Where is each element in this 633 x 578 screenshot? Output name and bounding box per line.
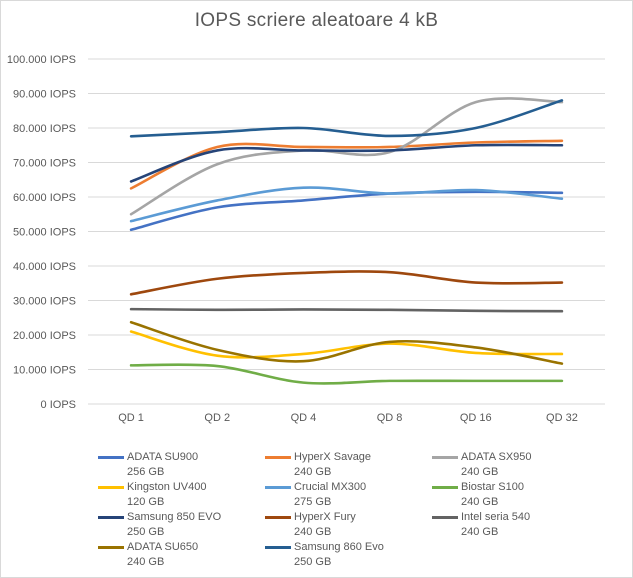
legend-label: ADATA SU650 240 GB <box>127 541 199 568</box>
legend-swatch <box>432 486 458 489</box>
legend-swatch <box>265 456 291 459</box>
legend-label: HyperX Fury 240 GB <box>294 511 356 538</box>
legend-label: ADATA SU900 256 GB <box>127 451 199 478</box>
y-tick-label: 10.000 IOPS <box>13 365 76 377</box>
series-line-6 <box>129 143 564 183</box>
legend-label: Biostar S100 240 GB <box>461 481 524 508</box>
y-tick-label: 50.000 IOPS <box>13 227 76 239</box>
legend-swatch <box>98 486 124 489</box>
x-tick-label: QD 16 <box>460 412 492 424</box>
series-line-5 <box>129 363 564 385</box>
series-line-3 <box>129 330 564 359</box>
legend-swatch <box>98 546 124 549</box>
chart-title: IOPS scriere aleatoare 4 kB <box>194 10 439 31</box>
legend-label: Samsung 850 EVO 250 GB <box>127 511 222 538</box>
x-tick-label: QD 4 <box>291 412 317 424</box>
series-line-0 <box>129 190 564 232</box>
legend-label: ADATA SX950 240 GB <box>461 451 532 478</box>
y-tick-label: 60.000 IOPS <box>13 192 76 204</box>
series-line-9 <box>129 320 564 365</box>
y-tick-label: 70.000 IOPS <box>13 158 76 170</box>
legend-label: HyperX Savage 240 GB <box>294 451 372 478</box>
y-tick-label: 100.000 IOPS <box>7 54 76 66</box>
legend-swatch <box>265 516 291 519</box>
x-tick-label: QD 8 <box>377 412 403 424</box>
series-line-4 <box>129 186 564 223</box>
legend-swatch <box>265 486 291 489</box>
legend-swatch <box>432 516 458 519</box>
y-tick-label: 30.000 IOPS <box>13 296 76 308</box>
y-tick-label: 40.000 IOPS <box>13 261 76 273</box>
x-tick-label: QD 2 <box>204 412 230 424</box>
legend-swatch <box>98 516 124 519</box>
legend-swatch <box>265 546 291 549</box>
y-tick-label: 80.000 IOPS <box>13 123 76 135</box>
y-tick-label: 90.000 IOPS <box>13 89 76 101</box>
x-tick-label: QD 1 <box>118 412 144 424</box>
legend-label: Kingston UV400 120 GB <box>127 481 207 508</box>
legend-label: Crucial MX300 275 GB <box>294 481 367 508</box>
legend-label: Intel seria 540 240 GB <box>461 511 531 538</box>
x-tick-label: QD 32 <box>546 412 578 424</box>
y-tick-label: 20.000 IOPS <box>13 330 76 342</box>
y-tick-label: 0 IOPS <box>41 399 76 411</box>
series-line-10 <box>129 99 564 138</box>
legend-label: Samsung 860 Evo 250 GB <box>294 541 384 568</box>
series-line-7 <box>129 270 564 296</box>
series-line-2 <box>129 97 564 216</box>
series-line-1 <box>129 139 564 190</box>
series-line-8 <box>129 307 564 313</box>
legend-swatch <box>98 456 124 459</box>
legend-swatch <box>432 456 458 459</box>
